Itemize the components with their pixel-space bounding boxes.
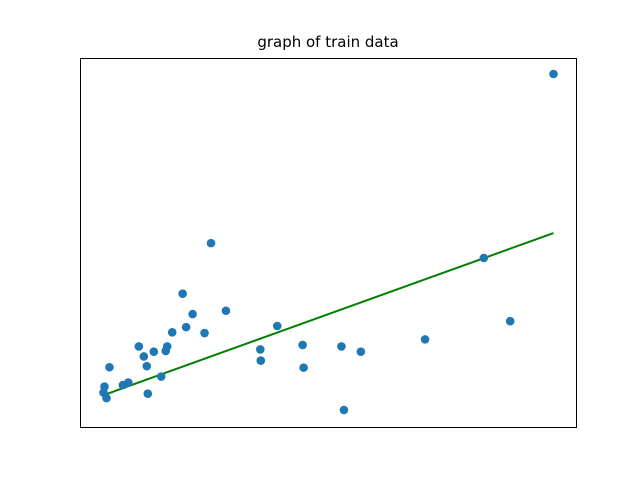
data-point xyxy=(337,342,346,351)
data-point xyxy=(167,328,177,337)
data-point xyxy=(142,361,152,371)
data-point xyxy=(124,378,133,387)
data-point xyxy=(178,289,187,298)
data-point xyxy=(420,335,430,344)
data-point xyxy=(479,253,489,263)
data-point xyxy=(100,382,109,391)
points-layer xyxy=(99,69,558,415)
regression-line xyxy=(103,232,554,397)
data-point xyxy=(256,356,266,365)
data-point xyxy=(105,362,114,372)
data-point xyxy=(299,363,308,372)
data-point xyxy=(505,316,515,326)
data-point xyxy=(272,321,282,331)
data-point xyxy=(188,309,197,319)
chart-title: graph of train data xyxy=(257,33,399,51)
lines-layer xyxy=(103,232,554,397)
data-point xyxy=(221,306,231,316)
data-point xyxy=(162,342,172,351)
data-point xyxy=(134,342,144,351)
data-point xyxy=(549,69,558,79)
data-point xyxy=(156,372,166,381)
data-point xyxy=(339,405,349,415)
data-point xyxy=(139,352,149,361)
data-point xyxy=(149,347,159,356)
data-point xyxy=(143,389,153,398)
data-point xyxy=(356,347,366,356)
data-point xyxy=(298,340,307,350)
data-point xyxy=(200,328,209,338)
data-point xyxy=(102,393,111,403)
axes-frame xyxy=(80,58,577,428)
data-point xyxy=(206,238,216,248)
data-point xyxy=(181,322,191,332)
data-point xyxy=(255,345,265,354)
